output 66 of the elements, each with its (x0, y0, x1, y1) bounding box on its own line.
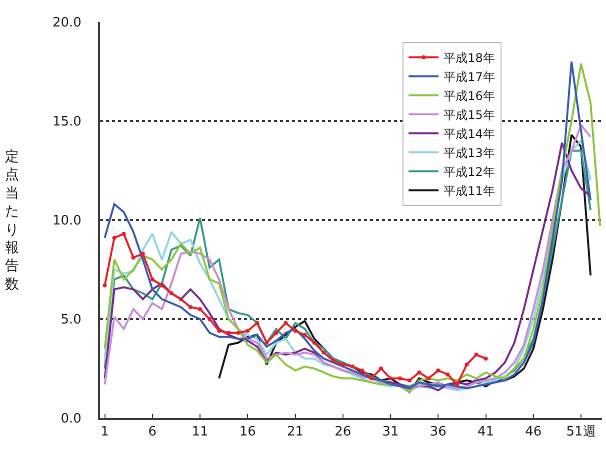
x-tick-label: 26 (334, 424, 352, 440)
point (426, 376, 431, 380)
point (455, 382, 460, 386)
point (122, 232, 126, 236)
point (340, 362, 345, 367)
x-tick-label: 51週 (566, 424, 596, 440)
point (408, 378, 412, 382)
point (112, 236, 116, 240)
legend-label: 平成16年 (444, 88, 495, 103)
point (264, 340, 269, 345)
point (255, 320, 260, 325)
point (350, 364, 354, 369)
point (322, 350, 326, 355)
point (302, 332, 307, 337)
legend-label: 平成15年 (444, 108, 495, 122)
point (360, 368, 364, 372)
point (178, 297, 183, 302)
x-tick-label: 21 (287, 424, 304, 440)
legend-label: 平成17年 (444, 70, 495, 84)
point (379, 366, 384, 370)
y-tick-label: 5.0 (60, 312, 82, 328)
x-tick-label: 46 (525, 424, 542, 440)
point (312, 340, 316, 345)
point (102, 283, 107, 288)
point (474, 352, 478, 357)
point (198, 307, 202, 312)
x-tick-label: 36 (430, 424, 446, 440)
point (388, 376, 393, 380)
point (274, 330, 278, 335)
legend-label: 平成12年 (444, 164, 495, 179)
point (398, 376, 402, 380)
point (331, 358, 336, 363)
point (160, 283, 164, 288)
point (293, 328, 298, 333)
point (188, 305, 192, 310)
x-tick-label: 1 (100, 424, 109, 440)
legend-label: 平成13年 (444, 146, 495, 160)
x-tick-label: 16 (239, 424, 256, 440)
point (417, 370, 422, 374)
point (446, 372, 450, 376)
point (140, 252, 145, 256)
point (131, 256, 136, 260)
x-tick-label: 6 (148, 424, 157, 440)
x-tick-label: 41 (478, 424, 494, 440)
point (150, 277, 154, 282)
y-tick-label: 15.0 (52, 114, 82, 130)
legend-label: 平成18年 (444, 50, 495, 65)
legend-label: 平成11年 (444, 184, 495, 198)
point (484, 356, 488, 361)
y-tick-label: 10.0 (52, 214, 82, 229)
x-tick-label: 11 (192, 424, 208, 440)
point (246, 328, 250, 333)
point (208, 317, 212, 321)
point (284, 320, 288, 325)
legend-label: 平成14年 (444, 126, 495, 141)
point (369, 376, 374, 380)
point (217, 328, 222, 333)
y-tick-label: 20.0 (52, 16, 82, 31)
y-axis-title: 定点当たり報告数 (5, 149, 19, 292)
x-tick-label: 31 (382, 424, 399, 440)
point (169, 291, 174, 296)
point (464, 362, 469, 367)
y-tick-label: 0.0 (60, 412, 82, 427)
point (236, 330, 240, 335)
point (226, 330, 231, 335)
point (436, 368, 440, 372)
